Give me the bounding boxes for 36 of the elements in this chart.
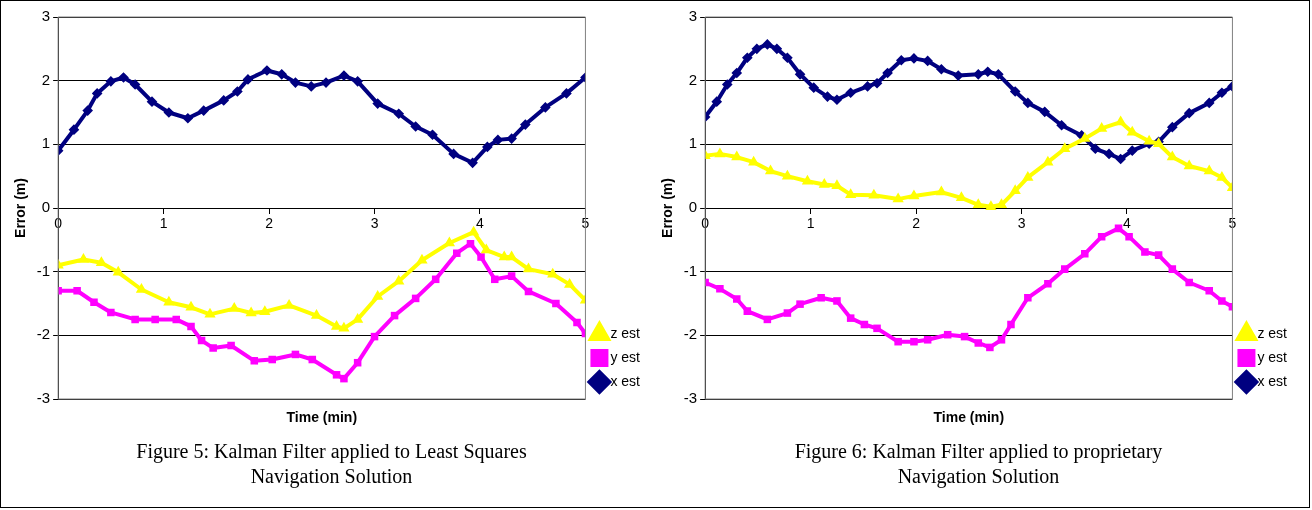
y-tick-label: 1 xyxy=(688,134,698,152)
caption: Figure 5: Kalman Filter applied to Least Squares Navigation Solution xyxy=(135,439,528,489)
legend-label: y est xyxy=(1257,348,1288,365)
x-tick-label: 4 xyxy=(1123,215,1132,232)
y-tick-label: 0 xyxy=(688,198,698,216)
x-tick-label: 1 xyxy=(806,215,815,232)
x-tick-label: 4 xyxy=(476,215,485,232)
legend-label: x est xyxy=(1257,372,1288,389)
legend-label: y est xyxy=(610,348,641,365)
y-tick-label: 0 xyxy=(41,198,51,216)
x-tick-label: 1 xyxy=(159,215,168,232)
y-tick-label: 1 xyxy=(41,134,51,152)
x-tick-label: 3 xyxy=(370,215,379,232)
y-tick-label: -2 xyxy=(683,325,698,343)
x-tick-label: 5 xyxy=(1228,215,1237,232)
x-axis-title: Time (min) xyxy=(286,408,358,425)
y-tick-label: -1 xyxy=(683,261,698,279)
y-tick-label: 3 xyxy=(688,7,698,25)
legend-label: z est xyxy=(1257,324,1288,341)
y-tick-label: -3 xyxy=(36,389,51,407)
legend-label: z est xyxy=(610,324,641,341)
x-tick-label: 2 xyxy=(265,215,274,232)
legend-label: x est xyxy=(610,372,641,389)
x-tick-label: 2 xyxy=(912,215,921,232)
x-tick-label: 3 xyxy=(1017,215,1026,232)
y-tick-label: -1 xyxy=(36,261,51,279)
y-tick-label: 3 xyxy=(41,7,51,25)
caption: Figure 6: Kalman Filter applied to proprietary Navigation Solution xyxy=(793,439,1164,489)
y-axis-title: Error (m) xyxy=(659,178,676,238)
y-axis-title: Error (m) xyxy=(12,178,29,238)
y-tick-label: 2 xyxy=(688,70,698,88)
y-tick-label: -2 xyxy=(36,325,51,343)
x-tick-label: 5 xyxy=(581,215,590,232)
y-tick-label: -3 xyxy=(683,389,698,407)
x-axis-title: Time (min) xyxy=(933,408,1005,425)
y-tick-label: 2 xyxy=(41,70,51,88)
